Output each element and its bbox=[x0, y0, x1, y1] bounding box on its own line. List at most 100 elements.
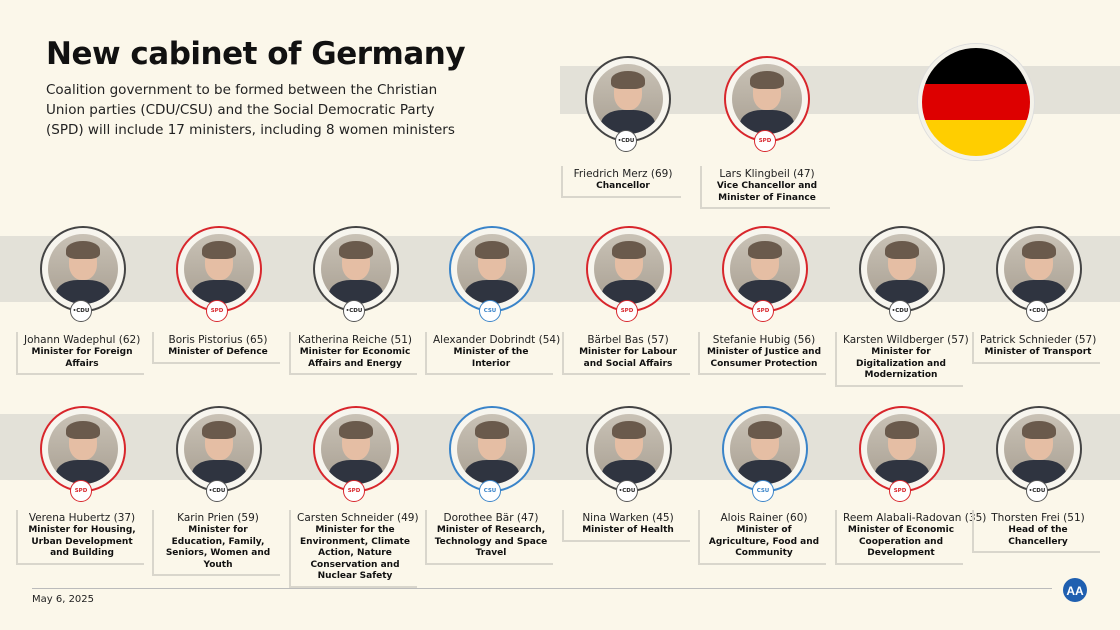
member-role: Minister for Education, Family, Seniors,… bbox=[165, 525, 271, 570]
portrait-ring bbox=[859, 226, 945, 312]
member-name: Carsten Schneider (49) bbox=[297, 512, 419, 524]
portrait-photo bbox=[867, 414, 937, 484]
member-role: Minister of Health bbox=[582, 525, 674, 535]
flag-stripe-gold bbox=[922, 119, 1030, 156]
member-card: Katherina Reiche (51) Minister for Econom… bbox=[289, 332, 417, 375]
member-card: Nina Warken (45) Minister of Health bbox=[562, 510, 690, 542]
member-role: Minister for Foreign Affairs bbox=[31, 347, 133, 369]
member-card: Bärbel Bas (57) Minister for Labour and S… bbox=[562, 332, 690, 375]
portrait-ring bbox=[859, 406, 945, 492]
portrait-hair bbox=[475, 421, 509, 439]
portrait-ring bbox=[40, 226, 126, 312]
member-name: Alois Rainer (60) bbox=[720, 512, 808, 524]
member-role: Minister for Digitalization and Moderniz… bbox=[856, 347, 946, 380]
party-badge-cdu-icon: •CDU bbox=[343, 300, 365, 322]
portrait-photo bbox=[321, 234, 391, 304]
member-role: Minister for Labour and Social Affairs bbox=[579, 347, 677, 369]
member-name: Dorothee Bär (47) bbox=[443, 512, 539, 524]
portrait-hair bbox=[748, 241, 782, 259]
portrait-hair bbox=[748, 421, 782, 439]
party-badge-spd-icon: SPD bbox=[70, 480, 92, 502]
member-role: Minister for the Environment, Climate Ac… bbox=[300, 525, 410, 581]
member-name: Alexander Dobrindt (54) bbox=[433, 334, 561, 346]
member-name: Verena Hubertz (37) bbox=[28, 512, 136, 524]
party-badge-cdu-icon: •CDU bbox=[1026, 480, 1048, 502]
party-badge-cdu-icon: •CDU bbox=[615, 130, 637, 152]
member-name: Lars Klingbeil (47) bbox=[719, 168, 815, 180]
member-card: Verena Hubertz (37) Minister for Housing,… bbox=[16, 510, 144, 565]
portrait-hair bbox=[1022, 241, 1056, 259]
portrait-ring bbox=[449, 406, 535, 492]
member-name: Reem Alabali-Radovan (35) bbox=[843, 512, 987, 524]
portrait-photo bbox=[457, 234, 527, 304]
svg-text:AA: AA bbox=[1066, 584, 1084, 598]
party-badge-csu-icon: CSU bbox=[752, 480, 774, 502]
portrait-photo bbox=[48, 234, 118, 304]
germany-flag-icon bbox=[918, 44, 1034, 160]
member-name: Patrick Schnieder (57) bbox=[980, 334, 1097, 346]
portrait-ring bbox=[176, 406, 262, 492]
party-badge-cdu-icon: •CDU bbox=[889, 300, 911, 322]
party-badge-spd-icon: SPD bbox=[206, 300, 228, 322]
member-card: Karin Prien (59) Minister for Education, … bbox=[152, 510, 280, 576]
member-card: Reem Alabali-Radovan (35) Minister of Eco… bbox=[835, 510, 987, 565]
member-name: Stefanie Hubig (56) bbox=[712, 334, 816, 346]
member-name: Johann Wadephul (62) bbox=[24, 334, 141, 346]
member-card: Patrick Schnieder (57) Minister of Transp… bbox=[972, 332, 1100, 364]
member-role: Vice Chancellor and Minister of Finance bbox=[716, 181, 818, 203]
portrait-ring bbox=[40, 406, 126, 492]
member-card: Alois Rainer (60) Minister of Agriculture… bbox=[698, 510, 826, 565]
portrait-hair bbox=[750, 71, 784, 89]
portrait-hair bbox=[885, 421, 919, 439]
portrait-photo bbox=[730, 414, 800, 484]
member-name: Friedrich Merz (69) bbox=[573, 168, 673, 180]
portrait-ring bbox=[585, 56, 671, 142]
portrait-ring bbox=[313, 406, 399, 492]
portrait-photo bbox=[184, 414, 254, 484]
party-badge-csu-icon: CSU bbox=[479, 480, 501, 502]
member-name: Nina Warken (45) bbox=[582, 512, 674, 524]
portrait-hair bbox=[612, 421, 646, 439]
page-title: New cabinet of Germany bbox=[46, 36, 466, 72]
portrait-photo bbox=[457, 414, 527, 484]
portrait-ring bbox=[586, 406, 672, 492]
member-card: Johann Wadephul (62) Minister for Foreign… bbox=[16, 332, 144, 375]
row1-band bbox=[0, 236, 1120, 302]
member-card: Thorsten Frei (51) Head of the Chanceller… bbox=[972, 510, 1100, 553]
party-badge-spd-icon: SPD bbox=[889, 480, 911, 502]
member-role: Minister of Agriculture, Food and Commun… bbox=[708, 525, 820, 558]
member-name: Boris Pistorius (65) bbox=[168, 334, 268, 346]
member-role: Minister of Justice and Consumer Protect… bbox=[706, 347, 822, 369]
portrait-photo bbox=[593, 64, 663, 134]
publish-date: May 6, 2025 bbox=[32, 594, 95, 605]
footer-divider bbox=[32, 588, 1052, 589]
portrait-hair bbox=[885, 241, 919, 259]
portrait-hair bbox=[339, 241, 373, 259]
portrait-hair bbox=[66, 421, 100, 439]
member-name: Katherina Reiche (51) bbox=[297, 334, 412, 346]
party-badge-cdu-icon: •CDU bbox=[206, 480, 228, 502]
aa-logo-icon: AA bbox=[1063, 578, 1087, 602]
portrait-ring bbox=[996, 226, 1082, 312]
party-badge-spd-icon: SPD bbox=[343, 480, 365, 502]
member-name: Bärbel Bas (57) bbox=[587, 334, 669, 346]
party-badge-spd-icon: SPD bbox=[752, 300, 774, 322]
portrait-photo bbox=[594, 234, 664, 304]
portrait-ring bbox=[724, 56, 810, 142]
member-role: Minister for Economic Affairs and Energy bbox=[299, 347, 411, 369]
portrait-ring bbox=[586, 226, 672, 312]
portrait-hair bbox=[66, 241, 100, 259]
portrait-ring bbox=[313, 226, 399, 312]
portrait-ring bbox=[449, 226, 535, 312]
party-badge-cdu-icon: •CDU bbox=[616, 480, 638, 502]
party-badge-spd-icon: SPD bbox=[616, 300, 638, 322]
portrait-photo bbox=[184, 234, 254, 304]
portrait-hair bbox=[612, 241, 646, 259]
member-role: Minister of Transport bbox=[984, 347, 1092, 357]
member-role: Chancellor bbox=[596, 181, 650, 191]
portrait-hair bbox=[202, 241, 236, 259]
member-role: Minister of Defence bbox=[168, 347, 268, 357]
portrait-photo bbox=[1004, 234, 1074, 304]
portrait-hair bbox=[1022, 421, 1056, 439]
portrait-photo bbox=[594, 414, 664, 484]
